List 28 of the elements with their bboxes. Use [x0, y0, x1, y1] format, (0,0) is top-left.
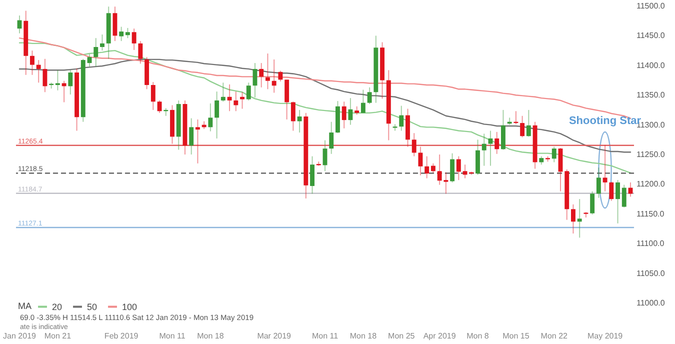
y-tick-label: 11200.0 — [636, 180, 666, 189]
y-tick-label: 11250.0 — [636, 150, 666, 159]
x-tick-label: Mon 8 — [466, 332, 490, 340]
y-tick-label: 11100.0 — [636, 239, 665, 248]
x-tick-label: Mon 18 — [197, 332, 224, 340]
x-tick-label: Jan 2019 — [3, 332, 37, 340]
y-tick-label: 11400.0 — [636, 60, 666, 70]
y-tick-label: 11450.0 — [636, 31, 666, 40]
x-tick-label: Mon 11 — [159, 332, 186, 340]
legend-label: 100 — [122, 302, 138, 312]
x-tick-label: Mon 21 — [44, 332, 72, 340]
legend-title: MA — [18, 301, 32, 311]
x-tick-label: Mon 18 — [350, 332, 378, 340]
y-tick-label: 11050.0 — [636, 268, 666, 278]
y-tick-label: 11500.0 — [636, 2, 666, 10]
x-tick-label: Mon 15 — [502, 332, 530, 340]
x-tick-label: Mon 22 — [540, 332, 568, 340]
x-tick-label: Mon 11 — [312, 332, 339, 340]
x-tick-label: May 2019 — [587, 332, 624, 340]
legend-label: 20 — [52, 302, 62, 312]
x-tick-label: Mon 25 — [388, 332, 416, 340]
x-tick-label: Apr 2019 — [423, 332, 456, 340]
y-tick-label: 11000.0 — [636, 298, 666, 308]
y-tick-label: 11150.0 — [636, 209, 665, 218]
x-tick-label: Feb 2019 — [104, 332, 139, 340]
x-tick-label: Mar 2019 — [257, 332, 292, 340]
legend-label: 50 — [87, 302, 98, 312]
y-tick-label: 11350.0 — [636, 90, 666, 100]
